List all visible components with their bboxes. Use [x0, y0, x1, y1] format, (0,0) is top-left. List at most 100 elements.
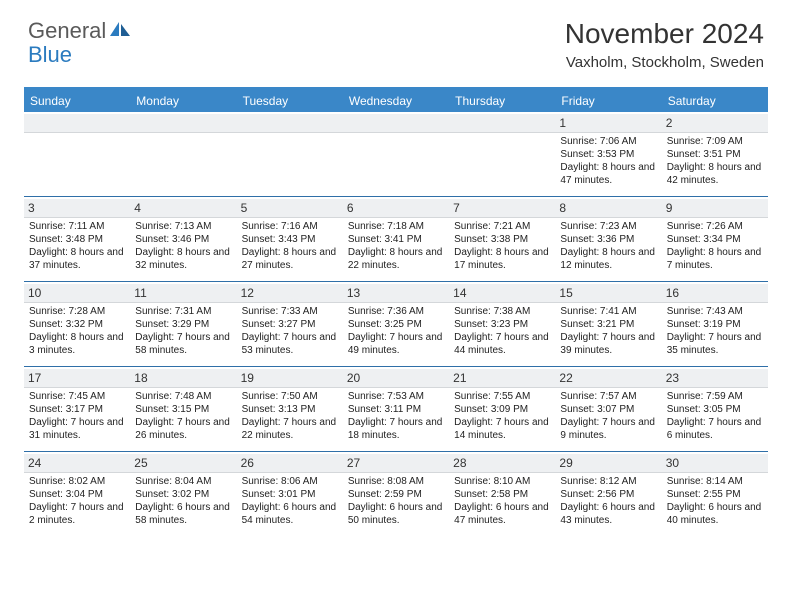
day-cell — [130, 112, 236, 196]
day-cell: 6 Sunrise: 7:18 AMSunset: 3:41 PMDaylight… — [343, 197, 449, 281]
day-cell: 21Sunrise: 7:55 AMSunset: 3:09 PMDayligh… — [449, 367, 555, 451]
day-details: Sunrise: 7:57 AMSunset: 3:07 PMDaylight:… — [560, 390, 656, 442]
daylight-text: Daylight: 7 hours and 53 minutes. — [242, 331, 338, 357]
day-number: 3 — [24, 199, 130, 218]
day-cell: 20Sunrise: 7:53 AMSunset: 3:11 PMDayligh… — [343, 367, 449, 451]
sunset-text: Sunset: 3:13 PM — [242, 403, 338, 416]
daylight-text: Daylight: 8 hours and 42 minutes. — [667, 161, 763, 187]
daylight-text: Daylight: 7 hours and 9 minutes. — [560, 416, 656, 442]
sunrise-text: Sunrise: 7:28 AM — [29, 305, 125, 318]
day-number: 21 — [449, 369, 555, 388]
day-cell: 13Sunrise: 7:36 AMSunset: 3:25 PMDayligh… — [343, 282, 449, 366]
sunrise-text: Sunrise: 7:26 AM — [667, 220, 763, 233]
daylight-text: Daylight: 7 hours and 39 minutes. — [560, 331, 656, 357]
sunset-text: Sunset: 3:15 PM — [135, 403, 231, 416]
sunset-text: Sunset: 3:23 PM — [454, 318, 550, 331]
daylight-text: Daylight: 7 hours and 22 minutes. — [242, 416, 338, 442]
sunset-text: Sunset: 3:43 PM — [242, 233, 338, 246]
sunset-text: Sunset: 3:04 PM — [29, 488, 125, 501]
day-cell: 9Sunrise: 7:26 AMSunset: 3:34 PMDaylight… — [662, 197, 768, 281]
day-number — [130, 114, 236, 133]
daylight-text: Daylight: 7 hours and 14 minutes. — [454, 416, 550, 442]
sunset-text: Sunset: 3:01 PM — [242, 488, 338, 501]
daylight-text: Daylight: 7 hours and 44 minutes. — [454, 331, 550, 357]
day-cell: 12Sunrise: 7:33 AMSunset: 3:27 PMDayligh… — [237, 282, 343, 366]
day-number: 10 — [24, 284, 130, 303]
sunset-text: Sunset: 2:58 PM — [454, 488, 550, 501]
sunset-text: Sunset: 3:21 PM — [560, 318, 656, 331]
day-details: Sunrise: 8:02 AMSunset: 3:04 PMDaylight:… — [29, 475, 125, 527]
week-row: 17Sunrise: 7:45 AMSunset: 3:17 PMDayligh… — [24, 367, 768, 452]
day-number — [24, 114, 130, 133]
sunrise-text: Sunrise: 7:59 AM — [667, 390, 763, 403]
day-details: Sunrise: 7:18 AMSunset: 3:41 PMDaylight:… — [348, 220, 444, 272]
day-cell: 5Sunrise: 7:16 AMSunset: 3:43 PMDaylight… — [237, 197, 343, 281]
day-number: 16 — [662, 284, 768, 303]
day-number: 5 — [237, 199, 343, 218]
day-cell: 15Sunrise: 7:41 AMSunset: 3:21 PMDayligh… — [555, 282, 661, 366]
page-header: General November 2024 Vaxholm, Stockholm… — [0, 0, 792, 79]
day-cell: 18Sunrise: 7:48 AMSunset: 3:15 PMDayligh… — [130, 367, 236, 451]
daylight-text: Daylight: 8 hours and 7 minutes. — [667, 246, 763, 272]
day-cell: 25Sunrise: 8:04 AMSunset: 3:02 PMDayligh… — [130, 452, 236, 536]
sunset-text: Sunset: 3:02 PM — [135, 488, 231, 501]
daylight-text: Daylight: 8 hours and 3 minutes. — [29, 331, 125, 357]
day-number: 6 — [343, 199, 449, 218]
day-number: 14 — [449, 284, 555, 303]
daylight-text: Daylight: 7 hours and 18 minutes. — [348, 416, 444, 442]
sunset-text: Sunset: 3:41 PM — [348, 233, 444, 246]
day-number: 1 — [555, 114, 661, 133]
sunrise-text: Sunrise: 7:53 AM — [348, 390, 444, 403]
day-number: 19 — [237, 369, 343, 388]
sunrise-text: Sunrise: 7:33 AM — [242, 305, 338, 318]
day-number — [343, 114, 449, 133]
day-cell — [24, 112, 130, 196]
day-cell: 16 Sunrise: 7:43 AMSunset: 3:19 PMDayligh… — [662, 282, 768, 366]
day-cell: 17Sunrise: 7:45 AMSunset: 3:17 PMDayligh… — [24, 367, 130, 451]
daylight-text: Daylight: 8 hours and 32 minutes. — [135, 246, 231, 272]
day-number: 22 — [555, 369, 661, 388]
daylight-text: Daylight: 8 hours and 27 minutes. — [242, 246, 338, 272]
daylight-text: Daylight: 7 hours and 49 minutes. — [348, 331, 444, 357]
day-number — [449, 114, 555, 133]
daylight-text: Daylight: 8 hours and 47 minutes. — [560, 161, 656, 187]
sunset-text: Sunset: 3:17 PM — [29, 403, 125, 416]
day-cell — [343, 112, 449, 196]
daylight-text: Daylight: 8 hours and 12 minutes. — [560, 246, 656, 272]
day-cell: 3Sunrise: 7:11 AMSunset: 3:48 PMDaylight… — [24, 197, 130, 281]
day-cell: 19 Sunrise: 7:50 AMSunset: 3:13 PMDayligh… — [237, 367, 343, 451]
weeks-container: 1 Sunrise: 7:06 AMSunset: 3:53 PMDaylight… — [24, 112, 768, 536]
daylight-text: Daylight: 6 hours and 40 minutes. — [667, 501, 763, 527]
day-details: Sunrise: 7:26 AMSunset: 3:34 PMDaylight:… — [667, 220, 763, 272]
day-number: 29 — [555, 454, 661, 473]
daylight-text: Daylight: 6 hours and 50 minutes. — [348, 501, 444, 527]
day-number: 11 — [130, 284, 236, 303]
day-number: 7 — [449, 199, 555, 218]
day-cell: 11Sunrise: 7:31 AMSunset: 3:29 PMDayligh… — [130, 282, 236, 366]
day-number: 4 — [130, 199, 236, 218]
daylight-text: Daylight: 8 hours and 22 minutes. — [348, 246, 444, 272]
day-details: Sunrise: 7:06 AMSunset: 3:53 PMDaylight:… — [560, 135, 656, 187]
day-number: 30 — [662, 454, 768, 473]
day-number: 15 — [555, 284, 661, 303]
sunrise-text: Sunrise: 7:36 AM — [348, 305, 444, 318]
sunrise-text: Sunrise: 7:45 AM — [29, 390, 125, 403]
daylight-text: Daylight: 7 hours and 26 minutes. — [135, 416, 231, 442]
sunset-text: Sunset: 2:59 PM — [348, 488, 444, 501]
sunrise-text: Sunrise: 8:04 AM — [135, 475, 231, 488]
day-details: Sunrise: 7:13 AMSunset: 3:46 PMDaylight:… — [135, 220, 231, 272]
day-label: Wednesday — [343, 90, 449, 112]
calendar: SundayMondayTuesdayWednesdayThursdayFrid… — [24, 87, 768, 536]
sunset-text: Sunset: 3:34 PM — [667, 233, 763, 246]
day-details: Sunrise: 7:43 AMSunset: 3:19 PMDaylight:… — [667, 305, 763, 357]
sail-icon — [110, 22, 132, 43]
sunrise-text: Sunrise: 7:50 AM — [242, 390, 338, 403]
sunset-text: Sunset: 3:29 PM — [135, 318, 231, 331]
sunrise-text: Sunrise: 7:11 AM — [29, 220, 125, 233]
sunrise-text: Sunrise: 7:57 AM — [560, 390, 656, 403]
day-details: Sunrise: 8:10 AMSunset: 2:58 PMDaylight:… — [454, 475, 550, 527]
sunset-text: Sunset: 3:51 PM — [667, 148, 763, 161]
day-number: 2 — [662, 114, 768, 133]
day-number — [237, 114, 343, 133]
day-number: 28 — [449, 454, 555, 473]
